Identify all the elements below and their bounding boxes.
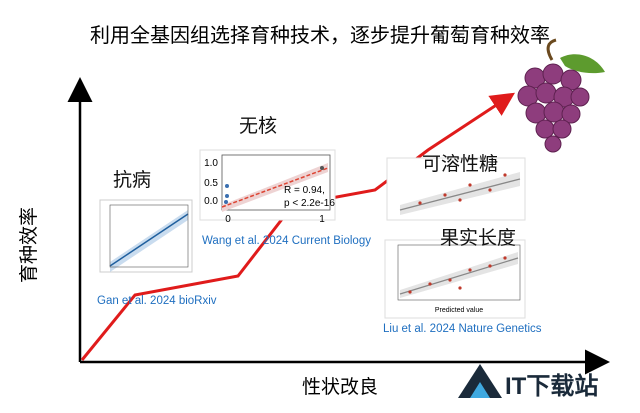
- citation: Wang et al. 2024 Current Biology: [202, 235, 371, 247]
- title: 利用全基因组选择育种技术，逐步提升葡萄育种效率: [90, 23, 550, 47]
- grape-icon: [517, 38, 605, 153]
- stage-label: 抗病: [113, 169, 151, 191]
- tick-label: 0.0: [204, 196, 218, 207]
- x-axis-label: 性状改良: [302, 376, 378, 398]
- tick-label: 1: [319, 214, 325, 225]
- citation: Gan et al. 2024 bioRxiv: [97, 295, 217, 307]
- inset-length: Predicted value: [384, 239, 526, 319]
- inset-sugar: [386, 157, 526, 221]
- tick-label: 0: [225, 214, 231, 225]
- stage-label: 无核: [239, 115, 277, 137]
- tick-label: 1.0: [204, 158, 218, 169]
- watermark: IT下载站: [458, 364, 598, 400]
- tick-label: 0.5: [204, 178, 218, 189]
- watermark-text: IT下载站: [505, 373, 598, 400]
- stage-label: 可溶性糖: [422, 153, 498, 175]
- y-axis-label: 育种效率: [18, 207, 40, 283]
- inset-gan: [99, 199, 193, 273]
- stage-label: 果实长度: [440, 227, 516, 249]
- stat-r: R = 0.94,: [284, 185, 325, 196]
- inset-wang: 1.0 0.5 0.0 0 1 R = 0.94, p < 2.2e-16: [199, 149, 336, 225]
- stat-p: p < 2.2e-16: [284, 198, 335, 209]
- inset-x-label: Predicted value: [435, 307, 483, 314]
- citation: Liu et al. 2024 Nature Genetics: [383, 323, 542, 335]
